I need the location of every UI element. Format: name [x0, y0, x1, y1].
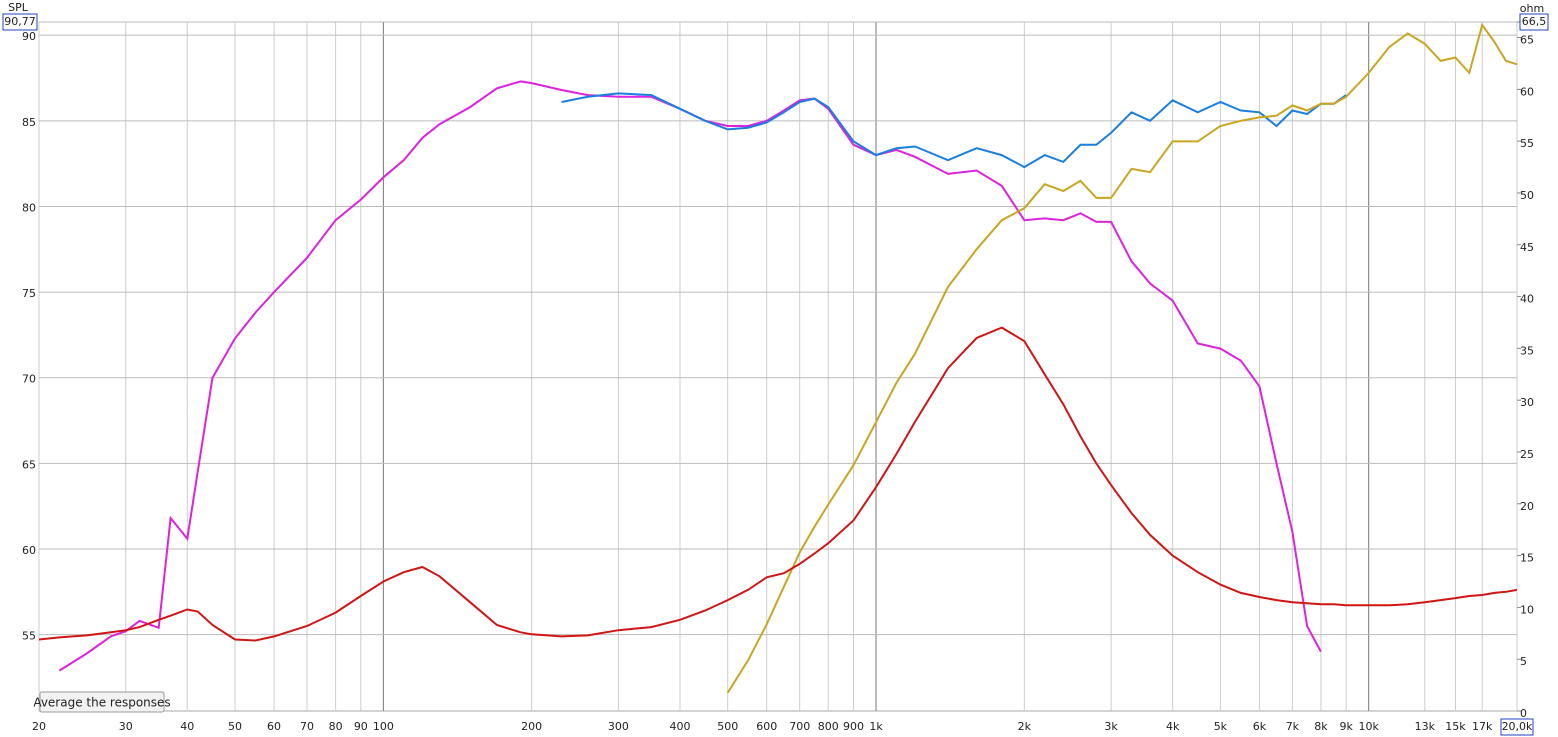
- value-box: [1500, 718, 1534, 736]
- button-label[interactable]: Average the responses: [33, 696, 170, 710]
- x-tick-label: 6k: [1253, 720, 1267, 733]
- button-frame[interactable]: [39, 691, 165, 713]
- x-tick-label: 4k: [1166, 720, 1180, 733]
- series-line: [39, 326, 1517, 642]
- y2-tick-label: 30: [1520, 396, 1534, 409]
- x-tick-label: 60: [267, 720, 281, 733]
- x-tick-label: 13k: [1415, 720, 1436, 733]
- x-tick-label: 200: [521, 720, 542, 733]
- x-tick-label: 500: [717, 720, 738, 733]
- x-tick-label: 300: [608, 720, 629, 733]
- y2-tick-label: 40: [1520, 293, 1534, 306]
- y-tick-label: 75: [22, 287, 36, 300]
- y-tick-label: 90,77: [4, 15, 36, 28]
- y2-tick-label: 65: [1520, 34, 1534, 47]
- x-tick-label: 70: [300, 720, 314, 733]
- y2-tick-label: 5: [1520, 655, 1527, 668]
- x-tick-label: 15k: [1445, 720, 1466, 733]
- value-box: [2, 13, 38, 31]
- x-tick-label: 20,0k: [1502, 720, 1533, 733]
- y2-tick-label: 45: [1520, 241, 1534, 254]
- x-tick-label: 7k: [1286, 720, 1300, 733]
- y2-tick-label: 25: [1520, 448, 1534, 461]
- y2-tick-label: 15: [1520, 552, 1534, 565]
- x-tick-label: 20: [32, 720, 46, 733]
- x-tick-label: 30: [119, 720, 133, 733]
- grid: [38, 21, 1521, 712]
- y2-tick-label: 60: [1520, 85, 1534, 98]
- x-tick-label: 8k: [1314, 720, 1328, 733]
- y-tick-label: 90: [22, 30, 36, 43]
- x-tick-label: 90: [354, 720, 368, 733]
- button[interactable]: Average the responses: [33, 691, 171, 713]
- series-line: [561, 92, 1347, 169]
- y-tick-label: 60: [22, 544, 36, 557]
- x-tick-label: 1k: [869, 720, 883, 733]
- y2-tick-label: 35: [1520, 344, 1534, 357]
- x-tick-label: 3k: [1104, 720, 1118, 733]
- x-tick-label: 2k: [1018, 720, 1032, 733]
- x-tick-label: 80: [329, 720, 343, 733]
- y-axis-label: SPL: [8, 1, 29, 14]
- x-tick-label: 600: [756, 720, 777, 733]
- x-tick-label: 17k: [1472, 720, 1493, 733]
- y2-tick-label: 0: [1520, 707, 1527, 720]
- x-tick-label: 9k: [1339, 720, 1353, 733]
- y-tick-label: 70: [22, 373, 36, 386]
- axis-labels: 20 30 40 50 60 70 80 90 100 200 300 400 500 600 700 800…: [2, 13, 1549, 736]
- y-tick-label: 55: [22, 630, 36, 643]
- series-line: [726, 22, 1517, 694]
- x-tick-label: 700: [789, 720, 810, 733]
- y2-tick-label: 10: [1520, 603, 1534, 616]
- x-tick-label: 800: [818, 720, 839, 733]
- x-tick-label: 400: [669, 720, 690, 733]
- x-tick-label: 10k: [1359, 720, 1380, 733]
- y-tick-label: 85: [22, 116, 36, 129]
- value-box: [1519, 13, 1549, 31]
- y2-tick-label: 55: [1520, 137, 1534, 150]
- y-tick-label: 65: [22, 458, 36, 471]
- x-tick-label: 40: [180, 720, 194, 733]
- x-tick-label: 5k: [1214, 720, 1228, 733]
- x-tick-label: 900: [843, 720, 864, 733]
- y2-tick-label: 50: [1520, 189, 1534, 202]
- x-tick-label: 50: [228, 720, 242, 733]
- y2-axis-label: ohm: [1520, 2, 1544, 15]
- y2-tick-label: 20: [1520, 500, 1534, 513]
- series-line: [58, 80, 1322, 672]
- x-tick-label: 100: [373, 720, 394, 733]
- y-tick-label: 80: [22, 201, 36, 214]
- y2-tick-label: 66,5: [1522, 15, 1547, 28]
- plot-lines: [39, 22, 1517, 694]
